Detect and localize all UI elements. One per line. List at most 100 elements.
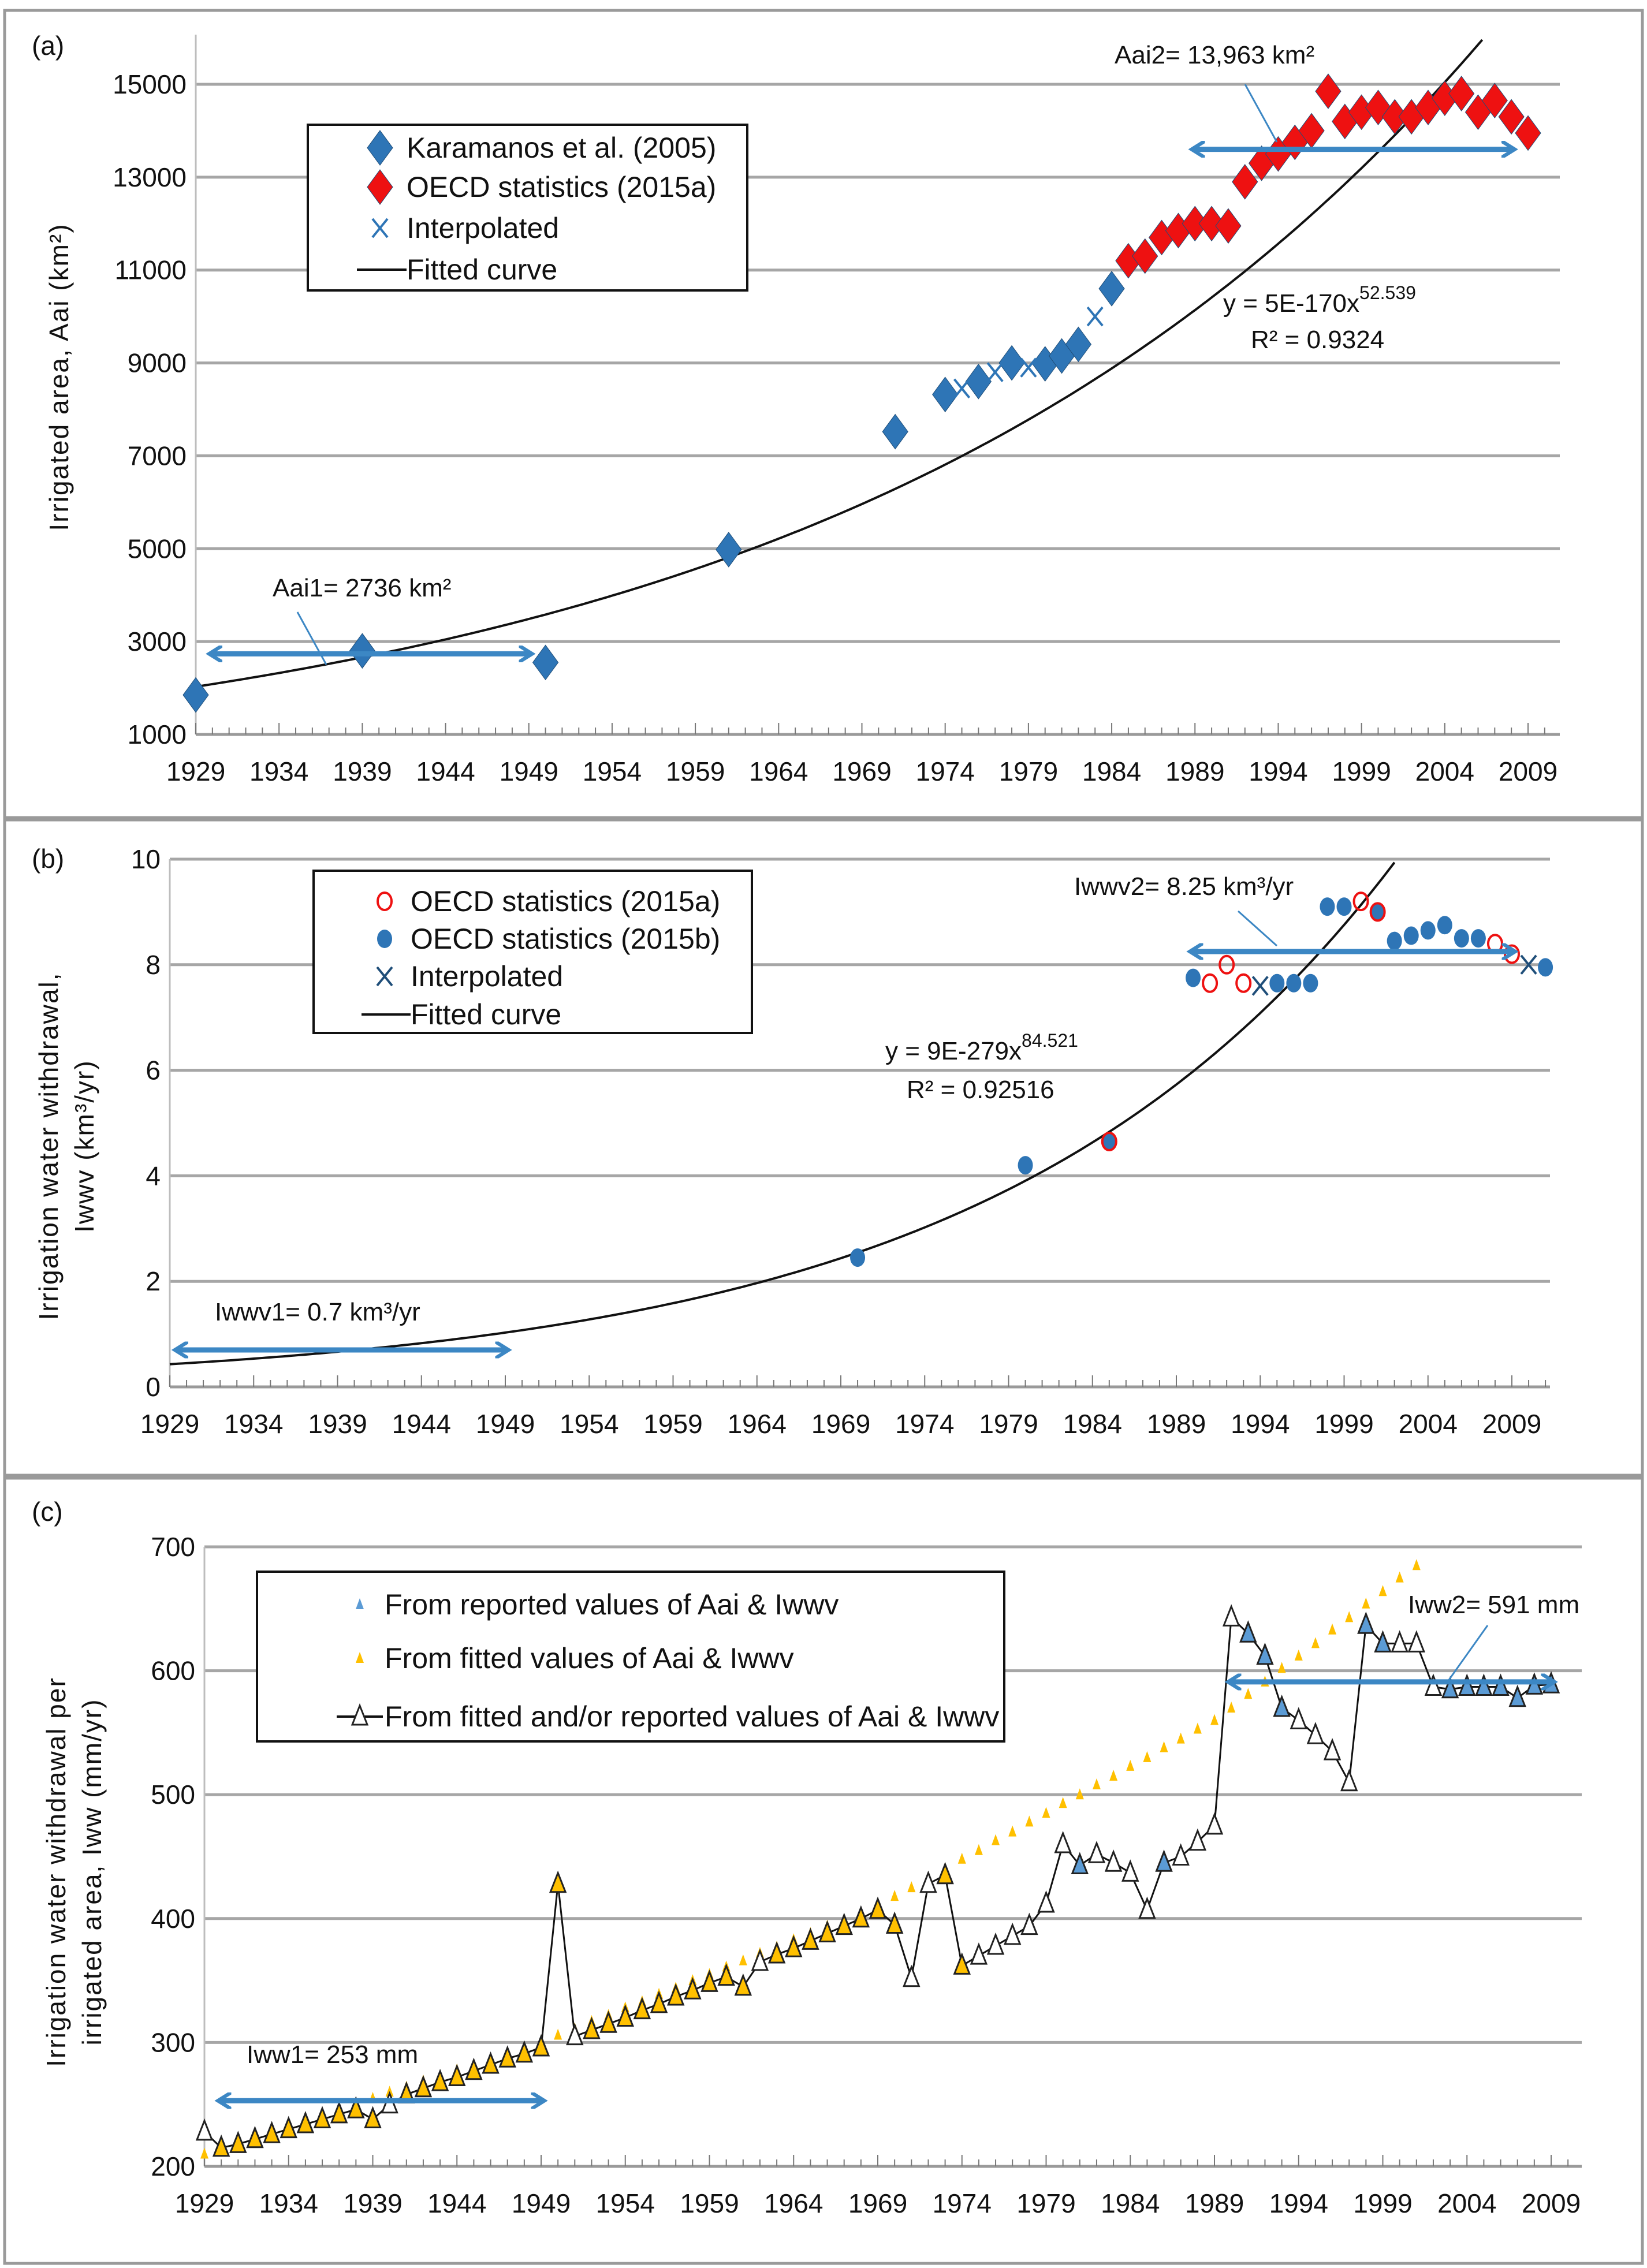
y-tick-label: 200: [151, 2151, 195, 2181]
fit-r-squared: R² = 0.92516: [907, 1076, 1054, 1104]
fit-equation: y = 9E-279x84.521: [885, 1030, 1078, 1065]
range-annotation: Aai2= 13,963 km²: [1115, 41, 1314, 69]
triangle-marker: [684, 1977, 702, 2000]
legend: OECD statistics (2015a) OECD statistics (…: [312, 870, 753, 1034]
triangle-marker: [330, 2101, 348, 2124]
triangle-marker: [1160, 1741, 1168, 1752]
triangle-marker: [351, 1703, 369, 1726]
triangle-marker: [953, 1952, 971, 1975]
y-tick-label: 15000: [113, 69, 187, 99]
panel-label: (c): [32, 1497, 63, 1527]
triangle-marker: [1306, 1722, 1325, 1744]
triangle-marker: [1294, 1649, 1303, 1661]
triangle-marker: [200, 2147, 208, 2159]
x-tick-label: 1984: [1101, 2188, 1160, 2218]
diamond-marker: [716, 532, 742, 568]
diamond-marker: [349, 633, 375, 669]
triangle-marker: [1357, 1612, 1375, 1634]
dot-marker: [1320, 897, 1335, 916]
triangle-marker: [1277, 1662, 1286, 1673]
y-tick-label: 8: [146, 950, 161, 980]
fit-exponent: 52.539: [1359, 282, 1416, 303]
x-tick-label: 1929: [175, 2188, 234, 2218]
dot-marker: [1538, 958, 1553, 977]
x-tick-label: 1939: [308, 1409, 367, 1439]
triangle-marker: [907, 1881, 916, 1893]
triangle-marker: [1020, 1912, 1038, 1935]
x-tick-label: 1959: [643, 1409, 702, 1439]
triangle-marker: [1138, 1896, 1156, 1919]
x-tick-label: 2009: [1482, 1409, 1541, 1439]
triangle-marker: [1273, 1694, 1291, 1717]
legend-entry: Karamanos et al. (2005): [407, 132, 716, 164]
panel-c: (c) 200 300 400 500 600 700 1929 1934 1939 1944 194…: [32, 1497, 1582, 2218]
triangle-marker: [1290, 1707, 1307, 1729]
triangle-marker: [583, 2016, 601, 2039]
x-marker: [371, 218, 389, 238]
triangle-marker: [986, 1932, 1005, 1955]
triangle-marker: [1087, 1841, 1106, 1863]
x-tick-label: 1949: [500, 756, 558, 786]
y-axis-title: Irrigation water withdrawal,: [33, 972, 64, 1320]
triangle-marker: [936, 1862, 954, 1885]
x-tick-label: 2009: [1499, 756, 1557, 786]
triangle-marker: [549, 1870, 567, 1893]
fit-r-squared: R² = 0.9324: [1251, 326, 1384, 354]
panel-label: (a): [32, 31, 64, 61]
triangle-marker: [1475, 1673, 1493, 1696]
y-axis-title: Iwwv (km³/yr): [69, 1060, 99, 1232]
triangle-marker: [1407, 1630, 1426, 1652]
diamond-marker: [1065, 326, 1092, 363]
x-tick-label: 1979: [979, 1409, 1038, 1439]
y-tick-label: 11000: [114, 255, 187, 285]
x-tick-label: 1979: [1016, 2188, 1075, 2218]
triangle-marker: [229, 2131, 247, 2153]
triangle-marker: [1239, 1620, 1257, 1643]
dot-marker: [1186, 968, 1201, 987]
triangle-marker: [195, 2118, 214, 2141]
ring-marker: [1202, 973, 1219, 993]
triangle-marker: [1075, 1788, 1084, 1800]
x-tick-label: 1959: [680, 2188, 739, 2218]
triangle-marker: [1508, 1684, 1526, 1707]
x-tick-label: 1954: [560, 1409, 618, 1439]
x-tick-label: 1954: [583, 756, 642, 786]
triangle-marker: [767, 1941, 786, 1964]
dot-marker: [1370, 902, 1385, 922]
dot-marker: [1420, 921, 1436, 940]
triangle-marker: [431, 2068, 449, 2091]
diamond-marker: [182, 677, 209, 713]
triangle-marker: [1210, 1714, 1219, 1725]
triangle-marker: [1222, 1604, 1240, 1627]
diamond-marker: [367, 130, 393, 166]
legend-entry: From reported values of Aai & Iwwv: [385, 1588, 839, 1621]
x-tick-label: 1949: [476, 1409, 535, 1439]
triangle-marker: [1176, 1732, 1185, 1744]
triangle-marker: [1395, 1571, 1404, 1583]
y-tick-label: 10: [131, 844, 161, 874]
diamond-marker: [965, 363, 992, 400]
annotation-leader: [296, 611, 327, 665]
x-marker: [1086, 306, 1104, 327]
x-tick-label: 1984: [1082, 756, 1141, 786]
triangle-marker: [739, 1954, 747, 1965]
triangle-marker: [970, 1942, 988, 1965]
x-tick-label: 1994: [1231, 1409, 1290, 1439]
ring-marker: [377, 891, 393, 911]
y-tick-label: 700: [151, 1532, 195, 1562]
x-tick-label: 1994: [1269, 2188, 1328, 2218]
triangle-marker: [616, 2004, 634, 2027]
ring-marker: [1101, 1131, 1117, 1151]
y-tick-label: 5000: [128, 534, 187, 564]
triangle-marker: [1092, 1778, 1101, 1790]
dot-marker: [850, 1248, 866, 1267]
range-annotation: Aai1= 2736 km²: [273, 574, 451, 602]
diamond-marker: [1481, 83, 1508, 118]
x-tick-label: 1999: [1353, 2188, 1412, 2218]
dot-marker: [1403, 926, 1419, 945]
dot-marker: [1336, 897, 1352, 916]
triangle-marker: [1126, 1759, 1135, 1771]
legend: From reported values of Aai & Iwwv From f…: [256, 1571, 1005, 1743]
triangle-marker: [869, 1896, 887, 1919]
